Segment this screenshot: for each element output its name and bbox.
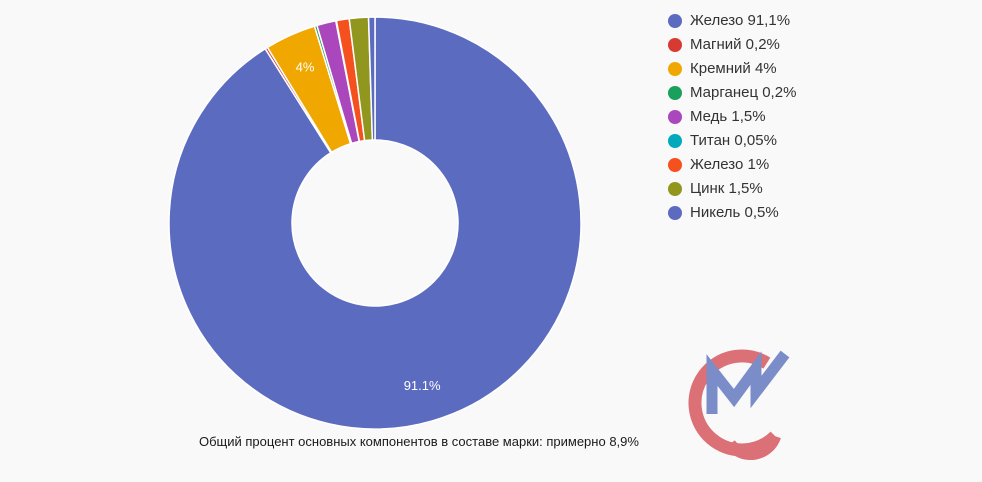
legend-item-label: Железо 91,1% <box>690 12 791 29</box>
legend-item-label: Марганец 0,2% <box>690 84 797 101</box>
legend-item-label: Медь 1,5% <box>690 108 766 125</box>
chart-legend: Железо 91,1% Магний 0,2% Кремний 4% Маргане… <box>668 13 796 220</box>
legend-color-dot <box>668 181 682 196</box>
legend-item-label: Никель 0,5% <box>690 204 779 221</box>
slice-value-label: 91.1% <box>404 378 441 393</box>
legend-color-dot <box>668 85 682 100</box>
legend-item-4[interactable]: Медь 1,5% <box>668 109 796 124</box>
pie-slice-0-Железо[interactable] <box>168 16 582 430</box>
cm-logo <box>688 349 790 461</box>
slice-value-label: 4% <box>296 59 315 74</box>
chart-caption: Общий процент основных компонентов в сос… <box>199 434 639 449</box>
legend-color-dot <box>668 61 682 76</box>
legend-color-dot <box>668 133 682 148</box>
legend-item-0[interactable]: Железо 91,1% <box>668 13 796 28</box>
legend-color-dot <box>668 109 682 124</box>
legend-item-2[interactable]: Кремний 4% <box>668 61 796 76</box>
legend-item-6[interactable]: Железо 1% <box>668 157 796 172</box>
legend-item-label: Кремний 4% <box>690 60 777 77</box>
cm-logo-curl <box>725 433 781 461</box>
legend-item-label: Титан 0,05% <box>690 132 777 149</box>
pie-slice-8-Никель[interactable] <box>367 16 376 141</box>
legend-item-5[interactable]: Титан 0,05% <box>668 133 796 148</box>
legend-item-8[interactable]: Никель 0,5% <box>668 205 796 220</box>
legend-item-7[interactable]: Цинк 1,5% <box>668 181 796 196</box>
legend-item-label: Цинк 1,5% <box>690 180 763 197</box>
legend-item-3[interactable]: Марганец 0,2% <box>668 85 796 100</box>
legend-color-dot <box>668 13 682 28</box>
legend-item-label: Железо 1% <box>690 156 770 173</box>
legend-color-dot <box>668 157 682 172</box>
legend-color-dot <box>668 37 682 52</box>
legend-item-label: Магний 0,2% <box>690 36 780 53</box>
legend-color-dot <box>668 205 682 220</box>
cm-logo-m-check <box>706 350 790 414</box>
legend-item-1[interactable]: Магний 0,2% <box>668 37 796 52</box>
